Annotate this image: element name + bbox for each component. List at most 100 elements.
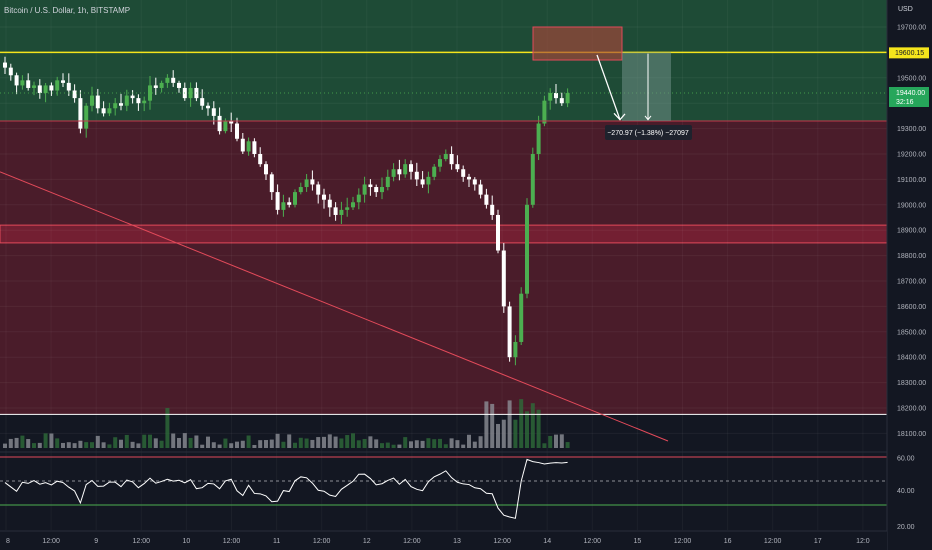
volume-bar [298, 437, 303, 448]
volume-bar [322, 436, 326, 448]
currency-label: USD [898, 6, 913, 13]
candle-body [275, 192, 280, 210]
candle-body [397, 169, 402, 175]
measure-arrowhead [644, 115, 652, 121]
time-tick-label: 9 [94, 538, 98, 545]
candle-body [246, 141, 251, 152]
measure-label-box [605, 125, 692, 140]
volume-bar [235, 441, 239, 448]
volume-bar [542, 443, 547, 448]
candle-body [124, 95, 129, 106]
candle-body [432, 166, 437, 177]
candle-body [327, 199, 332, 208]
candle-body [368, 184, 373, 188]
volume-bar [142, 434, 147, 448]
volume-bar [414, 440, 419, 448]
volume-bar [43, 433, 48, 448]
price-tick-label: 18400.00 [897, 355, 926, 362]
red-band [0, 224, 888, 244]
candle-body [130, 95, 135, 99]
time-tick-label: 12:00 [42, 538, 60, 545]
candle-body [95, 95, 100, 109]
price-tick-label: 18900.00 [897, 228, 926, 235]
candle-body [490, 204, 495, 215]
volume-bar [536, 409, 541, 448]
candle-body [501, 250, 506, 307]
volume-bar [8, 438, 13, 448]
candle-body [142, 100, 147, 104]
time-tick-label: 16 [724, 538, 732, 545]
candle-body [345, 207, 350, 210]
candle-body [90, 95, 94, 106]
candle-body [32, 85, 36, 88]
price-axis-bg [887, 0, 932, 550]
volume-bar [165, 408, 170, 448]
candle-body [565, 93, 570, 104]
trendline [0, 171, 669, 442]
candle-body [443, 154, 448, 160]
candle-body [496, 214, 500, 251]
candle-body [438, 159, 442, 167]
volume-bar [472, 441, 477, 448]
volume-bar [496, 423, 500, 448]
candle-body [310, 179, 315, 185]
time-tick-label: 14 [543, 538, 551, 545]
volume-bar [130, 441, 135, 448]
volume-bar [20, 435, 25, 448]
candle-body [223, 120, 228, 132]
candle-body [548, 93, 553, 101]
volume-bar [153, 438, 158, 448]
volume-bar [252, 444, 257, 448]
candle-body [461, 169, 466, 177]
price-tick-label: 18300.00 [897, 380, 926, 387]
candle-body [269, 174, 274, 193]
time-tick-label: 12 [363, 538, 371, 545]
volume-bar [281, 441, 286, 448]
candle-body [304, 179, 309, 188]
projection-arrowhead [613, 112, 626, 121]
volume-bar [530, 403, 535, 448]
volume-bar [55, 438, 60, 448]
time-tick-label: 8 [6, 538, 10, 545]
volume-bar [513, 419, 518, 448]
volume-bar [548, 435, 553, 448]
volume-bar [229, 443, 234, 448]
volume-bar [200, 444, 205, 448]
candle-body [333, 207, 338, 215]
time-tick-label: 12:00 [674, 538, 692, 545]
candle-body [49, 85, 54, 91]
volume-bar [339, 438, 344, 448]
candle-body [72, 90, 77, 99]
time-tick-label: 13 [453, 538, 461, 545]
volume-bar [3, 443, 7, 448]
volume-bar [258, 440, 263, 448]
volume-bar [182, 433, 187, 448]
volume-bar [501, 419, 506, 448]
price-tick-label: 18200.00 [897, 406, 926, 413]
volume-bar [113, 437, 118, 448]
candle-body [513, 341, 518, 358]
symbol-title[interactable]: Bitcoin / U.S. Dollar, 1h, BITSTAMP [4, 6, 131, 15]
price-tick-label: 18700.00 [897, 279, 926, 286]
price-tick-label: 18500.00 [897, 329, 926, 336]
price-tick-label: 18600.00 [897, 304, 926, 311]
volume-bar [397, 444, 402, 448]
candle-body [206, 105, 210, 109]
volume-bar [223, 438, 228, 448]
candle-body [101, 108, 106, 114]
candle-body [240, 138, 245, 152]
candle-body [414, 171, 419, 180]
volume-bar [275, 433, 280, 448]
volume-bar [409, 441, 413, 448]
time-tick-label: 15 [634, 538, 642, 545]
volume-bar [217, 444, 222, 448]
time-tick-label: 12:00 [764, 538, 782, 545]
measure-label: −270.97 (−1.38%) −27097 [607, 130, 689, 137]
candle-body [351, 202, 355, 208]
green-zone [0, 0, 887, 121]
volume-bar [316, 437, 321, 448]
volume-bar [525, 411, 529, 448]
volume-bar [438, 438, 442, 448]
overlay-layer: −270.97 (−1.38%) −27097 [0, 26, 887, 442]
